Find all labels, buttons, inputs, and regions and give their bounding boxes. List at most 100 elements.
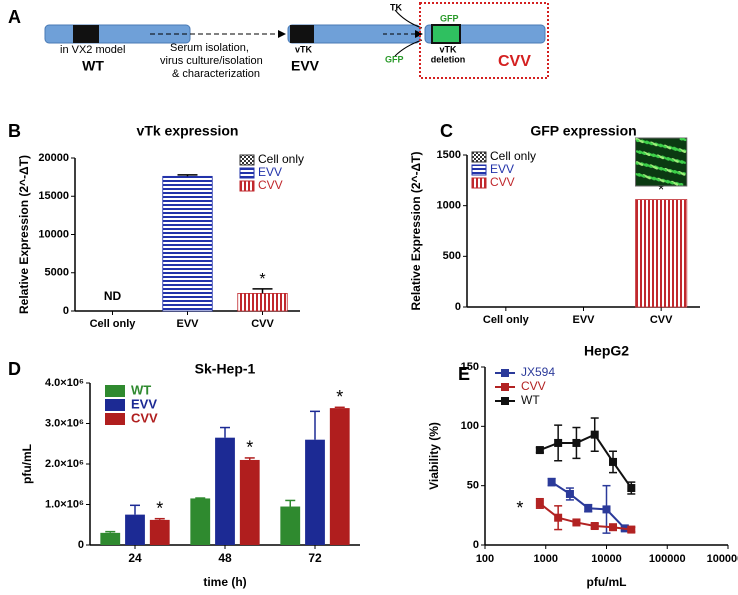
inset-cell [683, 149, 686, 152]
inset-cell [654, 154, 657, 157]
inset-cell [640, 151, 643, 154]
inset-cell [660, 156, 663, 159]
inset-cell [674, 159, 677, 162]
inset-cell [660, 167, 663, 170]
panel-label: A [8, 7, 21, 27]
inset-cell [641, 139, 644, 142]
inset-cell [654, 143, 657, 146]
inset-cell [682, 161, 685, 164]
y-tick-label: 5000 [45, 267, 69, 279]
inset-cell [679, 171, 682, 174]
inset-cell [667, 180, 670, 183]
inset-cell [666, 169, 669, 172]
inset-cell [654, 165, 657, 168]
inset-cell [650, 141, 653, 144]
inset-cell [658, 144, 661, 147]
inset-cell [658, 178, 661, 181]
inset-cell [680, 138, 683, 141]
inset-cell [673, 181, 676, 184]
inset-cell [637, 150, 640, 153]
inset-cell [671, 170, 674, 173]
inset-cell [670, 146, 673, 149]
inset-cell [642, 140, 645, 143]
inset-cell [672, 170, 675, 173]
inset-cell [680, 149, 683, 152]
inset-cell [647, 164, 650, 167]
y-tick-label: 1500 [437, 149, 461, 161]
legend-label: WT [131, 382, 151, 397]
inset-cell [645, 163, 648, 166]
inset-cell [647, 152, 650, 155]
inset-cell [649, 165, 652, 168]
inset-cell [663, 144, 666, 147]
point [602, 505, 611, 514]
point [535, 446, 544, 455]
inset-cell [659, 145, 662, 148]
inset-cell [657, 144, 660, 147]
point [590, 522, 599, 531]
inset-cell [647, 153, 650, 156]
annotation: * [516, 498, 523, 518]
legend-label: EVV [131, 396, 157, 411]
inset-cell [642, 175, 645, 178]
inset-cell [662, 168, 665, 171]
arrow-head [278, 30, 286, 38]
legend-swatch [105, 399, 125, 411]
inset-cell [656, 178, 659, 181]
inset-cell [675, 147, 678, 150]
significance: * [259, 271, 265, 288]
point [609, 457, 618, 466]
inset-cell [678, 172, 681, 175]
x-tick-label: 1000 [534, 553, 558, 565]
inset-cell [641, 141, 644, 144]
inset-cell [647, 176, 650, 179]
inset-cell [644, 175, 647, 178]
point [572, 518, 581, 527]
inset-cell [660, 179, 663, 182]
y-axis-label: Relative Expression (2^-ΔT) [409, 151, 423, 310]
inset-cell [646, 152, 649, 155]
inset-cell [650, 165, 653, 168]
inset-cell [636, 161, 639, 164]
point [627, 484, 636, 493]
inset-cell [669, 158, 672, 161]
inset-cell [655, 155, 658, 158]
x-tick-label: 1000000 [707, 553, 738, 565]
inset-cell [678, 148, 681, 151]
inset-cell [681, 160, 684, 163]
inset-cell [655, 144, 658, 147]
legend-label: Cell only [490, 149, 536, 163]
y-tick-label: 0 [78, 539, 84, 551]
inset-cell [677, 159, 680, 162]
x-tick-label: 24 [128, 551, 142, 565]
wt-label: WT [82, 58, 104, 74]
y-tick-label: 0 [63, 305, 69, 317]
x-tick-label: EVV [572, 314, 595, 326]
y-tick-label: 3.0×10⁶ [45, 417, 84, 429]
inset-cell [668, 157, 671, 160]
legend-marker [501, 369, 509, 377]
inset-cell [667, 181, 670, 184]
inset-cell [664, 169, 667, 172]
inset-cell [662, 145, 665, 148]
inset-cell [648, 177, 651, 180]
inset-cell [662, 179, 665, 182]
inset-cell [657, 156, 660, 159]
legend-swatch [471, 177, 487, 189]
inset-cell [682, 172, 685, 175]
bar [239, 459, 260, 545]
x-tick-label: CVV [650, 314, 673, 326]
inset-cell [650, 143, 653, 146]
vtk-gene [73, 25, 99, 43]
significance: * [246, 438, 253, 458]
inset-cell [652, 165, 655, 168]
inset-cell [681, 149, 684, 152]
inset-cell [677, 172, 680, 175]
inset-cell [668, 146, 671, 149]
point [584, 504, 593, 513]
inset-cell [679, 160, 682, 163]
inset-cell [669, 181, 672, 184]
inset-cell [676, 148, 679, 151]
inset-cell [683, 172, 686, 175]
y-tick-label: 0 [473, 539, 479, 551]
